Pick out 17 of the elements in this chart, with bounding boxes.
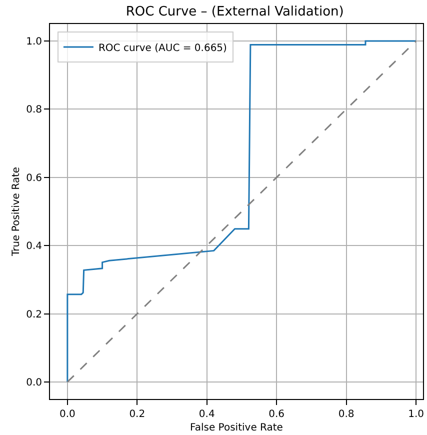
x-tick-label: 0.0 <box>59 409 76 420</box>
x-tick-label: 0.2 <box>129 409 146 420</box>
y-tick-label: 0.6 <box>26 172 42 184</box>
line-series <box>66 40 417 383</box>
y-axis-title: True Positive Rate <box>11 166 22 258</box>
y-tick-label: 0.4 <box>26 241 42 252</box>
x-tick-label: 0.8 <box>338 409 354 420</box>
x-tick-label: 1.0 <box>408 409 424 420</box>
y-tick-label: 0.2 <box>26 309 42 320</box>
y-tick-label: 0.8 <box>26 104 42 116</box>
legend-label: ROC curve (AUC = 0.665) <box>98 42 228 54</box>
chart-title: ROC Curve – (External Validation) <box>126 4 344 20</box>
x-tick-label: 0.6 <box>268 409 285 420</box>
x-axis-title: False Positive Rate <box>190 422 283 434</box>
x-tick-label: 0.4 <box>198 409 215 420</box>
y-tick-label: 0.0 <box>26 377 42 388</box>
y-tick-label: 1.0 <box>26 36 42 48</box>
